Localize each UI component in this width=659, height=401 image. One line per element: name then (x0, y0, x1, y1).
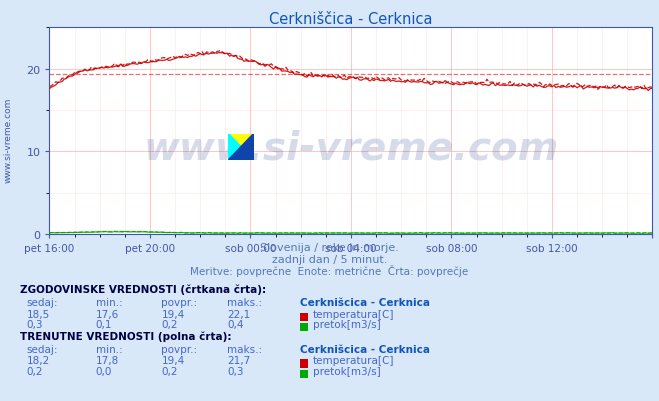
Text: pretok[m3/s]: pretok[m3/s] (313, 366, 381, 376)
Text: zadnji dan / 5 minut.: zadnji dan / 5 minut. (272, 255, 387, 265)
Text: www.si-vreme.com: www.si-vreme.com (3, 98, 13, 183)
Text: ZGODOVINSKE VREDNOSTI (črtkana črta):: ZGODOVINSKE VREDNOSTI (črtkana črta): (20, 284, 266, 295)
Text: sedaj:: sedaj: (26, 344, 58, 354)
Text: 0,2: 0,2 (26, 366, 43, 376)
Text: TRENUTNE VREDNOSTI (polna črta):: TRENUTNE VREDNOSTI (polna črta): (20, 330, 231, 341)
Title: Cerkniščica - Cerknica: Cerkniščica - Cerknica (269, 12, 433, 27)
Text: 0,1: 0,1 (96, 319, 112, 329)
Text: temperatura[C]: temperatura[C] (313, 355, 395, 365)
Text: 0,0: 0,0 (96, 366, 112, 376)
Text: maks.:: maks.: (227, 298, 262, 308)
Text: pretok[m3/s]: pretok[m3/s] (313, 319, 381, 329)
Text: 17,6: 17,6 (96, 309, 119, 319)
Polygon shape (229, 134, 241, 160)
Text: Cerknišcica - Cerknica: Cerknišcica - Cerknica (300, 344, 430, 354)
Text: min.:: min.: (96, 344, 123, 354)
Text: 19,4: 19,4 (161, 309, 185, 319)
Text: temperatura[C]: temperatura[C] (313, 309, 395, 319)
Text: 22,1: 22,1 (227, 309, 250, 319)
Text: 17,8: 17,8 (96, 355, 119, 365)
Text: 18,2: 18,2 (26, 355, 49, 365)
Text: 0,2: 0,2 (161, 319, 178, 329)
Text: Cerknišcica - Cerknica: Cerknišcica - Cerknica (300, 298, 430, 308)
Text: 0,4: 0,4 (227, 319, 244, 329)
Text: povpr.:: povpr.: (161, 344, 198, 354)
Text: povpr.:: povpr.: (161, 298, 198, 308)
Text: 21,7: 21,7 (227, 355, 250, 365)
Text: 18,5: 18,5 (26, 309, 49, 319)
Text: www.si-vreme.com: www.si-vreme.com (143, 129, 559, 167)
Text: Slovenija / reke in morje.: Slovenija / reke in morje. (260, 243, 399, 253)
Text: sedaj:: sedaj: (26, 298, 58, 308)
Text: 0,3: 0,3 (227, 366, 244, 376)
Polygon shape (229, 134, 254, 160)
Text: 0,2: 0,2 (161, 366, 178, 376)
Text: 19,4: 19,4 (161, 355, 185, 365)
Text: maks.:: maks.: (227, 344, 262, 354)
Text: 0,3: 0,3 (26, 319, 43, 329)
Text: min.:: min.: (96, 298, 123, 308)
Text: Meritve: povprečne  Enote: metrične  Črta: povprečje: Meritve: povprečne Enote: metrične Črta:… (190, 265, 469, 277)
Polygon shape (229, 134, 254, 160)
